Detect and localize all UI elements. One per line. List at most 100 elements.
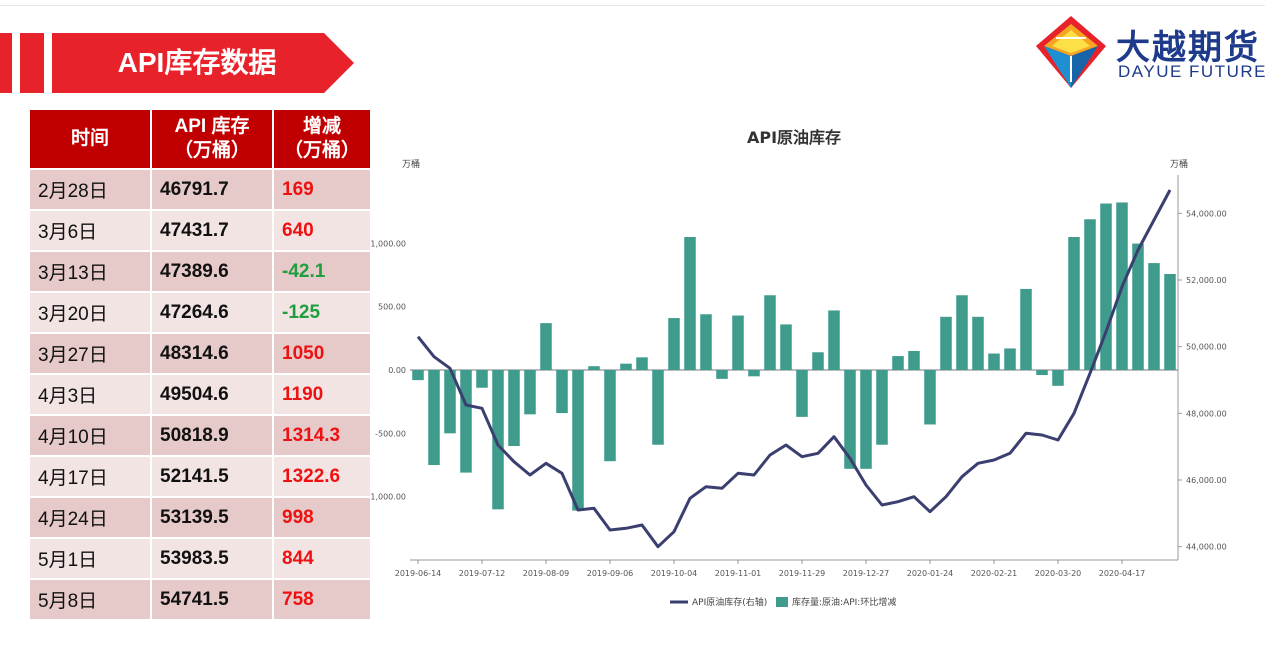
bar bbox=[956, 295, 968, 370]
cell-change: 1190 bbox=[272, 373, 372, 416]
bar bbox=[812, 352, 824, 370]
legend-line-label: API原油库存(右轴) bbox=[692, 596, 767, 608]
x-tick-label: 2019-09-06 bbox=[587, 569, 634, 578]
bar bbox=[892, 356, 904, 370]
bar bbox=[924, 370, 936, 425]
cell-stock: 53139.5 bbox=[150, 496, 274, 539]
bar bbox=[556, 370, 568, 414]
bar bbox=[1132, 243, 1144, 370]
x-tick-label: 2020-02-21 bbox=[971, 569, 1018, 578]
cell-change: -42.1 bbox=[272, 250, 372, 293]
bar bbox=[588, 366, 600, 370]
bar bbox=[764, 295, 776, 370]
table-row: 4月17日 52141.5 1322.6 bbox=[28, 455, 372, 498]
cell-date: 5月1日 bbox=[28, 537, 152, 580]
inventory-line bbox=[416, 189, 1172, 549]
bar bbox=[604, 370, 616, 462]
cell-date: 3月6日 bbox=[28, 209, 152, 252]
left-tick-label: 1,000.00 bbox=[370, 239, 406, 248]
right-tick-label: 54,000.00 bbox=[1186, 209, 1227, 218]
top-divider bbox=[0, 5, 1265, 6]
x-tick-label: 2019-10-04 bbox=[651, 569, 698, 578]
cell-date: 4月17日 bbox=[28, 455, 152, 498]
bar bbox=[844, 370, 856, 469]
cell-change: 758 bbox=[272, 578, 372, 621]
bar bbox=[1004, 348, 1016, 370]
table-row: 5月8日 54741.5 758 bbox=[28, 578, 372, 621]
bar bbox=[460, 370, 472, 473]
left-tick-label: -500.00 bbox=[375, 429, 406, 438]
bar bbox=[972, 316, 984, 370]
cell-stock: 50818.9 bbox=[150, 414, 274, 457]
left-axis-unit: 万桶 bbox=[402, 158, 420, 170]
x-tick-label: 2019-12-27 bbox=[843, 569, 890, 578]
cell-change: 1050 bbox=[272, 332, 372, 375]
x-tick-label: 2019-11-01 bbox=[715, 569, 762, 578]
cell-stock: 46791.7 bbox=[150, 168, 274, 211]
cell-date: 5月8日 bbox=[28, 578, 152, 621]
cell-change: 1314.3 bbox=[272, 414, 372, 457]
cell-date: 4月24日 bbox=[28, 496, 152, 539]
bar bbox=[620, 363, 632, 370]
table-row: 3月27日 48314.6 1050 bbox=[28, 332, 372, 375]
left-tick-label: -1,000.00 bbox=[370, 493, 406, 502]
x-tick-label: 2019-08-09 bbox=[523, 569, 570, 578]
page-title: API库存数据 bbox=[117, 47, 277, 78]
table-row: 4月10日 50818.9 1314.3 bbox=[28, 414, 372, 457]
bar bbox=[476, 370, 488, 388]
cell-date: 4月10日 bbox=[28, 414, 152, 457]
table-row: 4月3日 49504.6 1190 bbox=[28, 373, 372, 416]
chart-title: API原油库存 bbox=[747, 128, 841, 147]
title-banner: API库存数据 bbox=[52, 33, 354, 93]
bar bbox=[636, 357, 648, 370]
logo-english-text: DAYUE FUTURES bbox=[1118, 62, 1265, 81]
cell-change: -125 bbox=[272, 291, 372, 334]
cell-stock: 54741.5 bbox=[150, 578, 274, 621]
bar bbox=[780, 324, 792, 370]
banner-shape bbox=[52, 33, 354, 93]
header-stock: API 库存 （万桶） bbox=[150, 108, 274, 170]
cell-date: 3月20日 bbox=[28, 291, 152, 334]
bar bbox=[492, 370, 504, 510]
cell-date: 2月28日 bbox=[28, 168, 152, 211]
bar bbox=[684, 237, 696, 370]
x-tick-label: 2020-04-17 bbox=[1099, 569, 1146, 578]
api-inventory-table: 时间 API 库存 （万桶） 增减 （万桶） 2月28日 46791.7 169 3… bbox=[28, 108, 372, 621]
cell-date: 3月13日 bbox=[28, 250, 152, 293]
cell-change: 1322.6 bbox=[272, 455, 372, 498]
bar bbox=[1164, 273, 1176, 370]
bar bbox=[1148, 263, 1160, 370]
right-tick-label: 46,000.00 bbox=[1186, 476, 1227, 485]
table-row: 3月13日 47389.6 -42.1 bbox=[28, 250, 372, 293]
bar bbox=[524, 370, 536, 415]
bar bbox=[540, 323, 552, 370]
bar bbox=[940, 316, 952, 370]
bar bbox=[700, 314, 712, 370]
cell-date: 3月27日 bbox=[28, 332, 152, 375]
bar bbox=[716, 370, 728, 379]
table-header-row: 时间 API 库存 （万桶） 增减 （万桶） bbox=[28, 108, 372, 170]
header-change: 增减 （万桶） bbox=[272, 108, 372, 170]
bar bbox=[508, 370, 520, 446]
bar bbox=[1052, 370, 1064, 386]
legend-bar-marker bbox=[776, 597, 788, 607]
cell-stock: 47431.7 bbox=[150, 209, 274, 252]
bar bbox=[732, 315, 744, 370]
bar bbox=[828, 310, 840, 370]
table-row: 3月20日 47264.6 -125 bbox=[28, 291, 372, 334]
cell-change: 844 bbox=[272, 537, 372, 580]
cell-change: 998 bbox=[272, 496, 372, 539]
logo-chinese-text: 大越期货 bbox=[1116, 29, 1260, 67]
legend-bar-label: 库存量:原油:API:环比增减 bbox=[792, 596, 896, 608]
bar bbox=[652, 370, 664, 445]
right-tick-label: 48,000.00 bbox=[1186, 409, 1227, 418]
right-tick-label: 50,000.00 bbox=[1186, 343, 1227, 352]
bar bbox=[572, 370, 584, 511]
banner-stripe-left bbox=[0, 33, 12, 93]
right-tick-label: 44,000.00 bbox=[1186, 543, 1227, 552]
table-row: 3月6日 47431.7 640 bbox=[28, 209, 372, 252]
x-tick-label: 2020-01-24 bbox=[907, 569, 954, 578]
right-tick-label: 52,000.00 bbox=[1186, 276, 1227, 285]
bar bbox=[796, 370, 808, 417]
